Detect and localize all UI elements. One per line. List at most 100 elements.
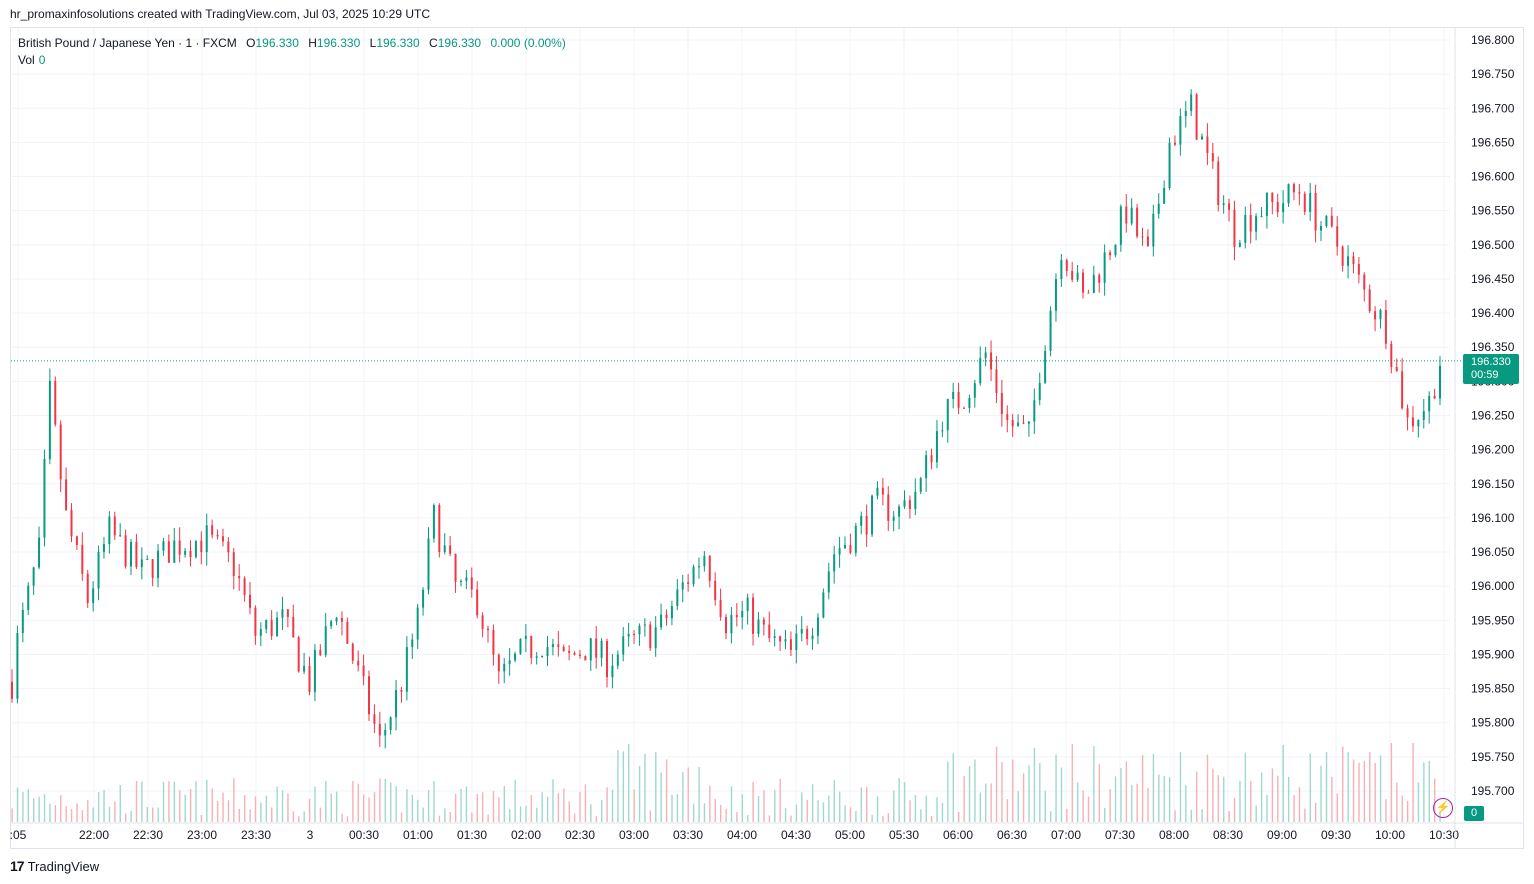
x-tick-label: 10:30 [1429, 828, 1459, 842]
candle-body [1098, 274, 1101, 283]
candle-body [1082, 272, 1084, 293]
volume-bar [1152, 753, 1155, 822]
volume-bar [530, 794, 533, 822]
candle-body [1211, 152, 1214, 162]
volume-bar [97, 792, 100, 822]
candle-body [887, 494, 890, 521]
volume-bar [1255, 805, 1257, 822]
candle-body [676, 589, 679, 607]
candle-body [487, 628, 489, 631]
volume-bar [747, 815, 749, 822]
candle-body [157, 550, 160, 578]
volume-bar [957, 811, 960, 822]
volume-bar [465, 786, 468, 822]
volume-bar [1385, 799, 1387, 822]
candle-body [616, 654, 619, 666]
volume-bar [1217, 775, 1220, 822]
volume-bar [395, 786, 397, 822]
volume-label[interactable]: Vol [18, 53, 35, 67]
low-label: L [369, 36, 377, 50]
volume-bar [1022, 773, 1025, 822]
candle-body [319, 649, 322, 656]
volume-bar [130, 810, 132, 822]
candle-body [1163, 187, 1166, 204]
volume-bar [990, 783, 992, 822]
candle-body [173, 540, 176, 563]
candle-body [119, 535, 122, 537]
lightning-icon[interactable]: ⚡ [1433, 798, 1453, 818]
y-tick-label: 195.850 [1471, 682, 1515, 696]
volume-bar [335, 791, 338, 822]
candle-body [795, 633, 798, 651]
candle-body [346, 621, 349, 644]
candle-body [368, 676, 370, 715]
candle-body [990, 352, 993, 370]
volume-bar [1336, 793, 1339, 822]
candle-body [871, 495, 874, 535]
candle-body [70, 510, 73, 537]
volume-bar [65, 805, 67, 822]
candle-body [908, 500, 911, 510]
candle-body [16, 632, 19, 699]
open-value: 196.330 [255, 36, 299, 50]
footer-brand[interactable]: 17 TradingView [10, 858, 99, 874]
volume-bar [168, 781, 170, 822]
volume-bar [606, 787, 608, 822]
volume-bar [481, 792, 484, 822]
candle-body [643, 624, 646, 626]
chart-frame[interactable] [10, 27, 1524, 849]
volume-bar [741, 794, 744, 822]
candle-body [925, 455, 928, 479]
candle-body [1276, 202, 1279, 213]
volume-bar [119, 784, 121, 822]
volume-bar [70, 809, 73, 822]
x-tick-label: 09:30 [1321, 828, 1351, 842]
volume-bar [920, 809, 922, 822]
volume-bar [346, 816, 349, 822]
volume-bar [903, 782, 906, 822]
candle-body [930, 455, 933, 463]
y-tick-label: 195.800 [1471, 716, 1515, 730]
candle-body [530, 635, 533, 658]
volume-bar [1396, 782, 1398, 822]
candle-body [535, 656, 538, 658]
volume-bar [54, 805, 57, 822]
volume-bar [1239, 780, 1241, 822]
candle-body [1006, 414, 1009, 421]
symbol-name[interactable]: British Pound / Japanese Yen · 1 · FXCM [18, 36, 237, 50]
volume-bar [703, 803, 706, 822]
candle-body [633, 633, 636, 635]
candle-body [838, 548, 841, 555]
volume-bar [828, 795, 830, 822]
volume-bar [1379, 755, 1382, 822]
volume-bar [655, 752, 657, 822]
y-tick-label: 196.250 [1471, 409, 1515, 423]
volume-bar [438, 815, 441, 822]
x-tick-label: 01:30 [457, 828, 487, 842]
volume-bar [1087, 796, 1090, 822]
candle-body [963, 407, 965, 409]
volume-bar [595, 816, 597, 822]
volume-bar [611, 789, 614, 822]
brand-name: TradingView [27, 858, 100, 874]
symbol-legend: British Pound / Japanese Yen · 1 · FXCM … [18, 35, 566, 69]
candle-body [1152, 213, 1155, 247]
candle-body [1368, 289, 1371, 312]
volume-bar [476, 794, 478, 822]
volume-bar [552, 779, 554, 822]
candle-body [48, 380, 51, 460]
x-tick-label: 06:30 [997, 828, 1027, 842]
candle-body [860, 515, 863, 526]
candle-body [1238, 242, 1241, 247]
candle-body [497, 654, 500, 672]
candle-body [11, 681, 13, 699]
candle-body [1260, 216, 1263, 218]
candle-body [1433, 395, 1436, 399]
volume-bar [941, 802, 944, 822]
y-tick-label: 196.500 [1471, 238, 1515, 252]
y-tick-label: 195.700 [1471, 784, 1515, 798]
candle-body [221, 536, 224, 542]
candle-body [611, 665, 614, 678]
volume-bar [1417, 782, 1420, 822]
